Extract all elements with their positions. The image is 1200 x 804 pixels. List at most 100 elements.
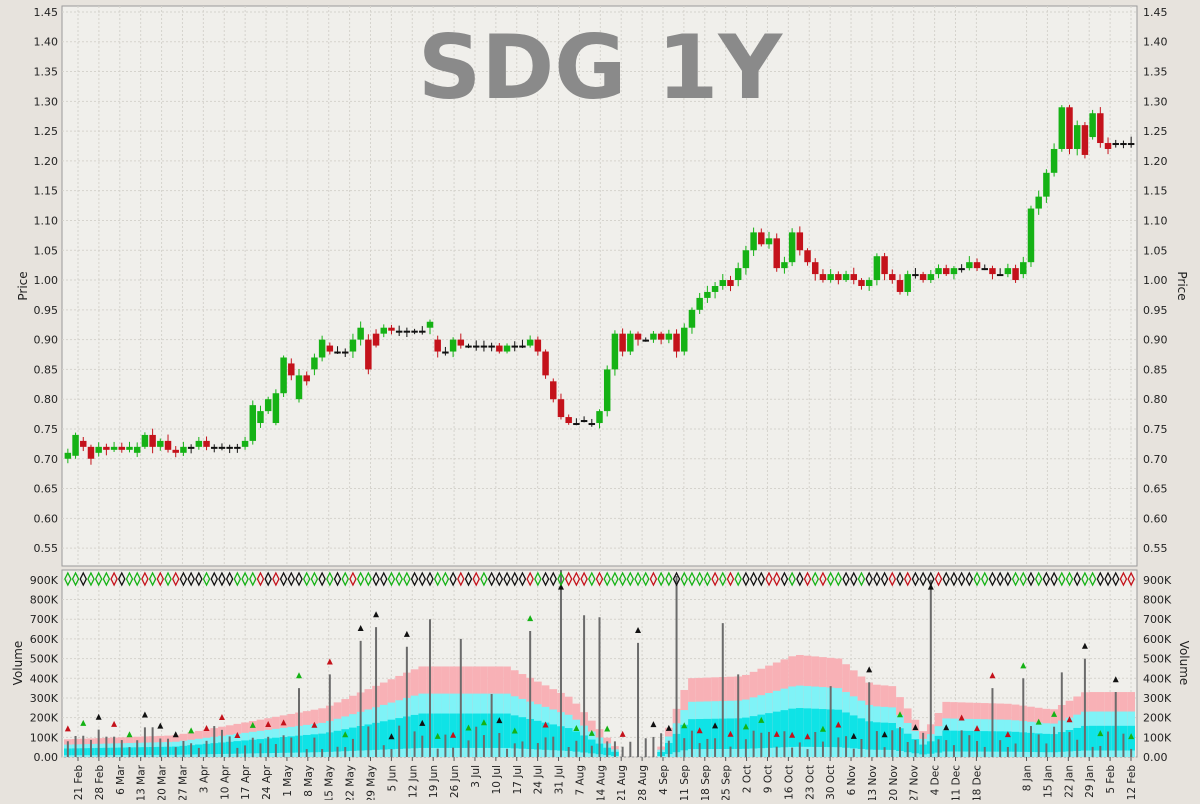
price-tick-label-left: 0.60 (34, 512, 59, 525)
candle-body (334, 351, 341, 354)
signal-diamond (772, 571, 781, 587)
candle-body (1081, 125, 1089, 155)
price-candle (919, 271, 927, 283)
price-candle (742, 245, 750, 275)
candle-body (873, 256, 881, 281)
signal-diamond (79, 571, 87, 587)
volume-signal-marker (342, 731, 349, 738)
candle-body (349, 339, 357, 352)
candle-body (1127, 143, 1135, 146)
volume-tick-label-right: 600K (1143, 633, 1172, 646)
signal-diamond (71, 571, 80, 587)
price-tick-label-right: 1.35 (1143, 66, 1168, 79)
volume-signal-marker (588, 729, 595, 736)
candle-body (133, 446, 141, 453)
candle-body (295, 375, 303, 400)
candle-body (681, 327, 688, 352)
price-candle (542, 349, 549, 379)
x-tick-label: 16 Oct (783, 765, 795, 800)
candle-body (372, 333, 380, 346)
price-candle (996, 268, 1004, 277)
candle-body (1043, 172, 1050, 197)
volume-signal-marker (1004, 731, 1011, 738)
price-tick-label-right: 1.25 (1143, 125, 1168, 138)
x-tick-label: 4 Sep (658, 765, 670, 795)
x-tick-label: 2 Oct (742, 765, 754, 793)
price-candle (1097, 107, 1104, 148)
candle-body (1104, 143, 1112, 149)
signal-diamond (310, 571, 319, 587)
signal-diamond (1027, 571, 1035, 587)
signal-diamond (225, 571, 234, 587)
price-candle (526, 335, 534, 348)
candle-body (534, 339, 542, 352)
price-candle (627, 330, 634, 356)
volume-signal-marker (203, 724, 210, 731)
volume-signal-marker (742, 723, 749, 730)
price-candle (927, 269, 935, 284)
signal-diamond (418, 571, 427, 587)
signal-diamond (1058, 571, 1066, 587)
candle-body (1089, 113, 1096, 138)
price-candle (365, 334, 372, 375)
candle-body (727, 280, 734, 286)
price-candle (411, 328, 418, 335)
price-tick-label-right: 1.05 (1143, 244, 1168, 257)
price-candle (334, 346, 341, 354)
price-candle (303, 371, 310, 386)
x-tick-label: 30 Oct (825, 765, 837, 800)
price-candle (257, 405, 264, 428)
x-tick-label: 9 Oct (762, 765, 774, 793)
candle-body (750, 232, 757, 251)
candle-body (850, 274, 858, 281)
price-candle (1027, 205, 1035, 267)
volume-tick-label-right: 800K (1143, 594, 1172, 607)
candle-body (665, 333, 673, 340)
price-candle (534, 336, 542, 356)
volume-signal-marker (373, 611, 380, 618)
candle-body (942, 268, 950, 275)
candle-body (395, 330, 403, 333)
candle-body (503, 345, 511, 352)
volume-band-inner (811, 708, 820, 747)
signal-diamond (1112, 571, 1120, 587)
x-tick-label: 14 Aug (595, 765, 607, 800)
candle-body (1058, 107, 1066, 149)
signal-diamond (657, 571, 665, 587)
price-candle (904, 270, 911, 296)
volume-band-inner (711, 718, 719, 750)
candle-body (627, 333, 634, 352)
candle-body (919, 274, 927, 281)
volume-signal-marker (280, 719, 287, 726)
signal-diamond (164, 571, 172, 587)
price-candle (765, 231, 773, 249)
signal-diamond (1119, 571, 1128, 587)
volume-tick-label-right: 300K (1143, 692, 1172, 705)
x-tick-label: 5 Feb (1105, 765, 1117, 794)
volume-signal-marker (64, 725, 71, 732)
candle-body (1097, 113, 1104, 144)
x-tick-label: 31 Jul (554, 765, 566, 794)
price-tick-label-left: 1.30 (34, 95, 59, 108)
signal-diamond (480, 571, 488, 587)
candle-body (234, 446, 241, 449)
price-candle (1120, 140, 1127, 149)
x-tick-label: 29 May (366, 765, 378, 800)
signal-diamond (148, 571, 157, 587)
price-candle (865, 277, 873, 291)
price-candle (1050, 143, 1058, 177)
volume-signal-marker (188, 727, 195, 734)
candle-body (642, 339, 649, 342)
signal-diamond (1042, 571, 1051, 587)
price-candle (249, 400, 257, 445)
candle-body (827, 274, 834, 281)
price-candle (149, 428, 156, 454)
price-candle (850, 267, 858, 285)
signal-diamond (464, 571, 473, 587)
candle-body (195, 440, 203, 447)
signal-diamond (472, 571, 480, 587)
price-candle (611, 330, 619, 376)
volume-signal-marker (665, 724, 672, 731)
price-candle (164, 434, 172, 453)
signal-diamond (171, 571, 180, 587)
